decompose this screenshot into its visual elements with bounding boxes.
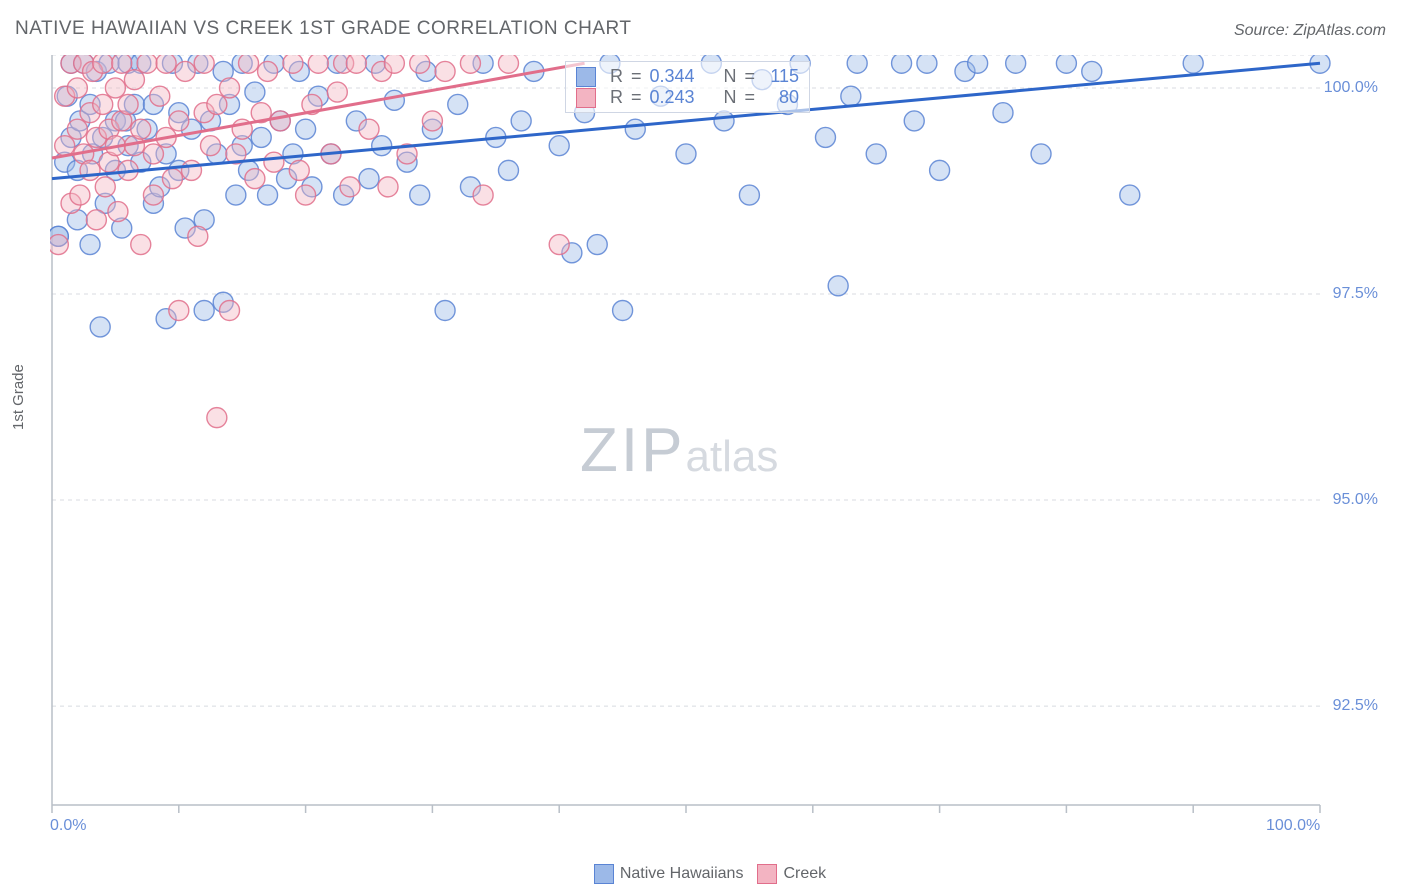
- stats-legend-row: R = 0.344 N = 115: [576, 66, 799, 87]
- legend-swatch: [576, 88, 596, 108]
- chart-title: NATIVE HAWAIIAN VS CREEK 1ST GRADE CORRE…: [15, 18, 632, 40]
- stats-n-value: 80: [763, 87, 799, 108]
- x-tick-label: 0.0%: [50, 817, 86, 835]
- footer-legend-label: Native Hawaiians: [620, 865, 744, 882]
- y-tick-label: 100.0%: [1324, 79, 1378, 97]
- source-label: Source: ZipAtlas.com: [1234, 22, 1386, 40]
- x-tick-label: 100.0%: [1266, 817, 1320, 835]
- footer-legend-item: Creek: [743, 865, 826, 882]
- legend-swatch: [757, 864, 777, 884]
- chart-plot-area: ZIPatlas R=0.344N=115R=0.243N=80 92.5%95…: [50, 55, 1390, 835]
- stats-eq: =: [631, 87, 642, 108]
- stats-r-value: 0.243: [650, 87, 706, 108]
- footer-legend-item: Native Hawaiians: [580, 865, 744, 882]
- y-tick-label: 97.5%: [1333, 285, 1378, 303]
- y-tick-label: 92.5%: [1333, 697, 1378, 715]
- y-axis-label: 1st Grade: [10, 364, 27, 430]
- stats-n-label: N: [724, 66, 737, 87]
- y-tick-label: 95.0%: [1333, 491, 1378, 509]
- legend-swatch: [594, 864, 614, 884]
- stats-eq: =: [631, 66, 642, 87]
- stats-r-label: R: [610, 66, 623, 87]
- stats-eq: =: [745, 87, 756, 108]
- chart-svg: [50, 55, 1390, 835]
- stats-eq: =: [745, 66, 756, 87]
- stats-r-label: R: [610, 87, 623, 108]
- legend-swatch: [576, 67, 596, 87]
- footer-legend-label: Creek: [783, 865, 826, 882]
- footer-legend: Native Hawaiians Creek: [0, 864, 1406, 884]
- stats-legend-box: R = 0.344 N = 115 R = 0.243 N = 80: [565, 61, 810, 113]
- stats-n-value: 115: [763, 66, 799, 87]
- stats-legend-row: R = 0.243 N = 80: [576, 87, 799, 108]
- stats-n-label: N: [724, 87, 737, 108]
- stats-r-value: 0.344: [650, 66, 706, 87]
